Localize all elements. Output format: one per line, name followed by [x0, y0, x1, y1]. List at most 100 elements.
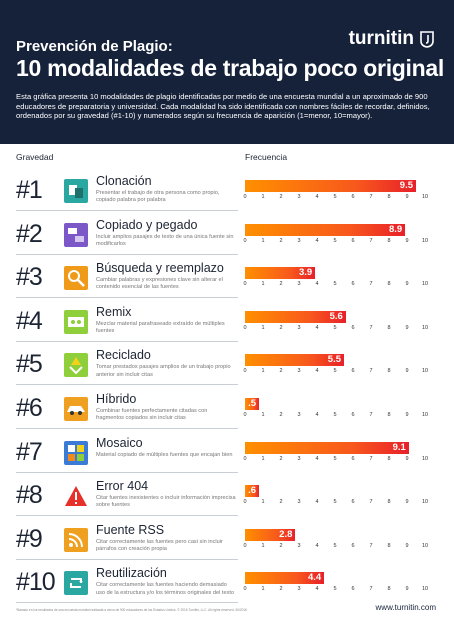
tick-label: 10 [421, 281, 429, 288]
divider [16, 515, 238, 517]
divider [16, 384, 238, 386]
tick-label: 10 [421, 586, 429, 593]
tick-label: 8 [387, 412, 391, 418]
item-name: Reciclado [96, 348, 151, 363]
tick-label: 10 [421, 368, 429, 375]
title-big: 10 modalidades de trabajo poco original [16, 55, 444, 81]
tick-label: 4 [315, 499, 319, 506]
bar-track: 2.8 [245, 528, 425, 541]
tick-label: 1 [261, 499, 265, 506]
divider [16, 602, 238, 604]
tick-label: 1 [261, 281, 265, 288]
tick-label: 10 [421, 499, 429, 506]
item-name: Mosaico [96, 435, 143, 450]
tick-label: 0 [243, 455, 247, 462]
tick-label: 7 [369, 368, 373, 375]
tick-label: 5 [333, 237, 337, 244]
tick-label: 9 [405, 194, 409, 200]
tick-label: 9 [405, 586, 409, 593]
tick-label: 3 [297, 586, 301, 593]
hybrid-car-icon [64, 397, 88, 421]
axis-ticks: 0 1 2 3 4 5 6 7 8 9 10 [243, 586, 429, 594]
tick-label: 8 [387, 542, 391, 549]
tick-label: 2 [279, 281, 283, 288]
tick-label: 6 [351, 237, 355, 244]
rank-number: #5 [16, 350, 43, 379]
item-name: Fuente RSS [96, 522, 165, 537]
tick-label: 0 [243, 281, 247, 288]
frequency-bar [245, 441, 409, 454]
frequency-bar [245, 528, 296, 541]
clone-icon [64, 179, 88, 203]
column-frecuencia: Frecuencia [245, 152, 288, 162]
list-item: #5 Reciclado Tomar prestados pasajes amp… [0, 344, 454, 388]
tick-label: 10 [421, 542, 429, 549]
tick-label: 1 [261, 194, 265, 200]
tick-label: 10 [421, 237, 429, 244]
search-replace-icon [64, 266, 88, 291]
frequency-bar [245, 223, 406, 236]
item-description: Mezclar material parafraseado extraído d… [96, 320, 225, 334]
footer-url[interactable]: www.turnitin.com [375, 603, 436, 612]
list-item: #7 Mosaico Material copiado de múltiples… [0, 432, 454, 476]
tick-label: 9 [405, 542, 409, 549]
tick-label: 2 [279, 542, 283, 549]
divider [16, 210, 238, 211]
tick-label: 3 [297, 368, 301, 375]
axis-ticks: 0 1 2 3 4 5 6 7 8 9 10 [243, 194, 429, 202]
tick-label: 0 [243, 194, 247, 200]
tick-label: 10 [421, 194, 429, 200]
tick-label: 1 [261, 237, 265, 244]
list-item: #4 Remix Mezclar material parafraseado e… [0, 301, 454, 345]
tick-label: 7 [369, 499, 373, 506]
list-item: #6 Híbrido Combinar fuentes perfectament… [0, 388, 454, 432]
bar-track: 5.5 [245, 354, 425, 367]
intro-text: Esta gráfica presenta 10 modalidades de … [16, 92, 430, 121]
tick-label: 8 [387, 499, 391, 506]
logo-mark-icon [420, 31, 434, 48]
tick-label: 6 [351, 194, 355, 200]
divider [16, 340, 238, 342]
axis-ticks: 0 1 2 3 4 5 6 7 8 9 10 [243, 455, 428, 464]
bar-value-label: 9.1 [392, 441, 406, 453]
tick-label: 6 [351, 499, 355, 506]
tick-label: 2 [279, 455, 283, 462]
tick-label: 10 [421, 324, 429, 331]
axis-ticks: 0 1 2 3 4 5 6 7 8 9 10 [243, 237, 429, 246]
bar-value-label: 5.5 [327, 354, 341, 366]
item-name: Remix [96, 304, 132, 319]
bar-value-label: 9.5 [399, 180, 413, 191]
item-description: Citar correctamente las fuentes pero cas… [96, 538, 223, 552]
axis-ticks: 0 1 2 3 4 5 6 7 8 9 10 [243, 368, 429, 376]
divider [16, 558, 238, 560]
rank-number: #10 [16, 568, 56, 597]
rank-number: #3 [16, 263, 43, 292]
tick-label: 10 [421, 412, 429, 418]
remix-icon [64, 309, 88, 334]
frequency-bar [245, 485, 259, 498]
tick-label: 9 [405, 412, 409, 418]
item-name: Reutilización [96, 566, 167, 581]
bar-track: 9.5 [245, 180, 425, 192]
rank-number: #1 [16, 176, 43, 204]
tick-label: 4 [315, 237, 319, 244]
reuse-icon [64, 571, 88, 596]
tick-label: 8 [387, 281, 391, 288]
tick-label: 6 [351, 324, 355, 331]
tick-label: 1 [261, 542, 265, 549]
tick-label: 5 [333, 542, 337, 549]
tick-label: 4 [315, 324, 319, 331]
tick-label: 9 [405, 237, 409, 244]
item-description: Citar correctamente las fuentes haciendo… [96, 582, 235, 596]
item-name: Clonación [96, 174, 152, 188]
turnitin-logo: turnitin [349, 28, 436, 50]
tick-label: 2 [279, 499, 283, 506]
bar-track: .5 [245, 398, 425, 410]
item-description: Incluir amplios pasajes de texto de una … [96, 233, 234, 247]
tick-label: 0 [243, 586, 247, 593]
tick-label: 3 [297, 324, 301, 331]
tick-label: 0 [243, 412, 247, 418]
tick-label: 4 [315, 368, 319, 375]
tick-label: 5 [333, 324, 337, 331]
tick-label: 2 [279, 237, 283, 244]
